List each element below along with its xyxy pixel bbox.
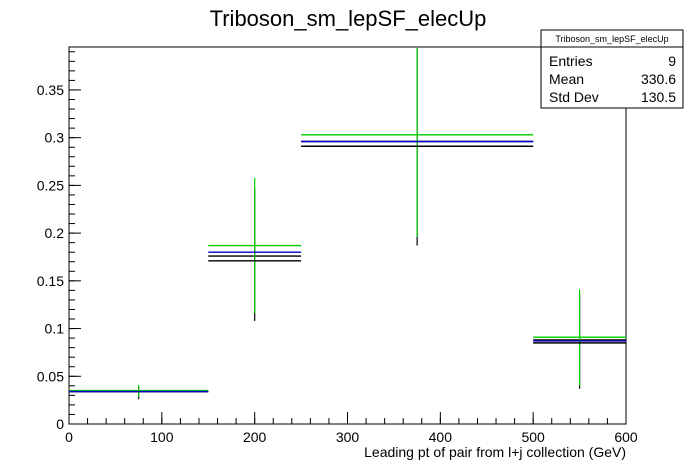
stats-stddev-label: Std Dev — [549, 89, 599, 105]
stats-box: Triboson_sm_lepSF_elecUp Entries 9 Mean … — [540, 29, 684, 109]
x-tick-label: 600 — [614, 429, 638, 445]
stats-box-title: Triboson_sm_lepSF_elecUp — [555, 34, 668, 44]
stats-stddev-value: 130.5 — [641, 89, 676, 105]
x-axis-label: Leading pt of pair from l+j collection (… — [364, 444, 626, 460]
y-tick-label: 0.1 — [45, 321, 65, 337]
y-tick-label: 0.2 — [45, 225, 65, 241]
stats-mean-label: Mean — [549, 71, 584, 87]
y-tick-label: 0.25 — [37, 177, 64, 193]
y-tick-label: 0.15 — [37, 273, 64, 289]
x-tick-label: 100 — [150, 429, 174, 445]
stats-entries-label: Entries — [549, 53, 593, 69]
x-tick-label: 0 — [65, 429, 73, 445]
x-axis: 0 100 200 300 400 500 600 — [65, 412, 638, 445]
y-tick-label: 0 — [56, 416, 64, 432]
stats-mean-value: 330.6 — [641, 71, 676, 87]
y-tick-label: 0.05 — [37, 368, 64, 384]
x-tick-label: 500 — [521, 429, 545, 445]
chart-title: Triboson_sm_lepSF_elecUp — [210, 6, 487, 31]
stats-entries-value: 9 — [668, 53, 676, 69]
x-tick-label: 400 — [429, 429, 453, 445]
x-tick-label: 200 — [243, 429, 267, 445]
y-axis: 0 0.05 0.1 0.15 0.2 0.25 0.3 0.35 — [37, 51, 81, 432]
y-tick-label: 0.35 — [37, 82, 64, 98]
x-tick-label: 300 — [336, 429, 360, 445]
histogram-series — [69, 47, 626, 400]
stats-box-frame — [540, 29, 684, 109]
y-tick-label: 0.3 — [45, 130, 65, 146]
